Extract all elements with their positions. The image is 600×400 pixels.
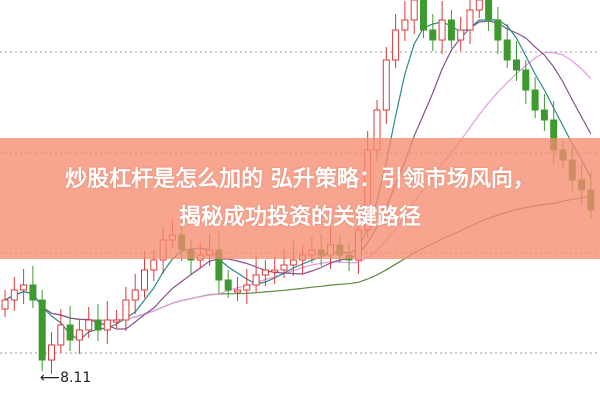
arrow-left-icon: ⟵: [40, 370, 61, 386]
candle-up: [280, 264, 288, 271]
candle-up: [234, 289, 241, 293]
low-price-label: ⟵8.11: [40, 370, 92, 386]
candle-up: [457, 29, 465, 41]
candle-up: [261, 269, 269, 276]
candle-up: [48, 344, 55, 361]
candle-up: [271, 269, 279, 273]
candle-down: [224, 279, 232, 291]
candle-up: [410, 0, 418, 21]
candle-up: [243, 284, 251, 291]
candle-down: [429, 29, 437, 41]
headline-banner: 炒股杠杆是怎么加的 弘升策略：引领市场风向， 揭秘成功投资的关键路径: [0, 138, 600, 259]
candle-down: [66, 324, 74, 341]
headline-line-2: 揭秘成功投资的关键路径: [178, 204, 421, 230]
candle-down: [522, 69, 530, 91]
candle-down: [531, 89, 539, 111]
candle-up: [401, 19, 409, 31]
candle-down: [513, 59, 520, 71]
candle-up: [141, 269, 148, 291]
candle-up: [10, 289, 18, 301]
candle-up: [289, 259, 297, 266]
candle-up: [150, 259, 158, 271]
candle-up: [1, 299, 9, 310]
candle-up: [252, 274, 260, 286]
headline-line-1: 炒股杠杆是怎么加的 弘升策略：引领市场风向，: [65, 166, 535, 192]
candle-down: [503, 39, 511, 61]
candle-up: [131, 289, 139, 301]
candle-up: [113, 319, 121, 323]
candle-up: [122, 299, 130, 321]
candle-up: [57, 324, 65, 346]
candle-up: [75, 329, 83, 341]
candle-up: [20, 284, 28, 291]
candle-down: [29, 284, 37, 301]
candle-up: [438, 19, 446, 41]
candle-down: [540, 109, 548, 121]
ma20-line: [4, 51, 592, 322]
candle-down: [420, 0, 427, 31]
candle-up: [475, 0, 483, 11]
candle-up: [392, 29, 400, 61]
ma5-line: [4, 19, 592, 341]
candle-down: [485, 0, 493, 21]
ma10-line: [4, 20, 592, 330]
candle-down: [447, 19, 455, 41]
candle-up: [382, 59, 390, 111]
candle-up: [103, 319, 111, 331]
candle-down: [94, 319, 102, 331]
candle-down: [494, 19, 502, 41]
candle-down: [38, 299, 46, 361]
candle-up: [85, 319, 93, 331]
candle-up: [466, 9, 474, 31]
